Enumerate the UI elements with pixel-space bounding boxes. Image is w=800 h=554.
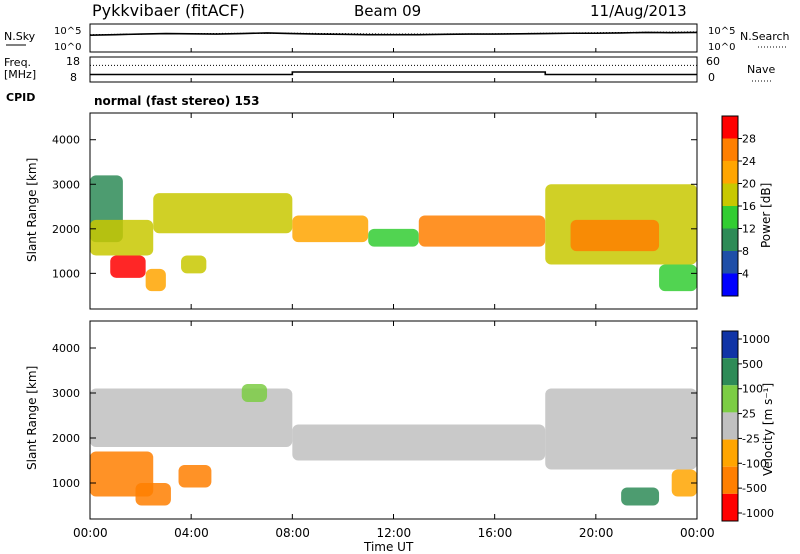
colorbar-tick-label: -25 [742,432,760,445]
colorbar-segment [722,466,738,494]
freq-right-label: Nave [747,63,775,76]
colorbar-tick-label: 12 [742,223,756,236]
heatmap-region [145,268,166,292]
power-colorbar-label: Power [dB] [759,183,773,248]
colorbar-segment [722,412,738,440]
heatmap-region [621,487,660,506]
range-tick-label: 3000 [52,178,80,191]
heatmap-region [135,483,171,506]
noise-ytick-left-bottom: 10^0 [54,42,81,53]
velocity-ylabel: Slant Range [km] [25,366,39,470]
station-title: Pykkvibaer (fitACF) [92,1,245,20]
colorbar-segment [722,439,738,467]
time-tick-label: 00:00 [680,526,715,540]
colorbar-frame [721,330,739,522]
heatmap-region [241,384,268,402]
time-tick-label: 20:00 [579,526,614,540]
colorbar-tick-label: 8 [742,245,749,258]
colorbar-segment [722,116,738,139]
range-tick-label: 2000 [52,223,80,236]
range-tick-label: 2000 [52,432,80,445]
colorbar-segment [722,358,738,386]
colorbar-segment [722,251,738,274]
velocity-colorbar-label: Velocity [m s⁻¹] [761,383,775,476]
heatmap-region [90,388,293,447]
range-tick-label: 1000 [52,477,80,490]
colorbar-tick-label: 25 [742,408,756,421]
freq-ytick-right-top: 60 [706,55,720,68]
mode-text: normal (fast stereo) 153 [94,94,260,108]
colorbar-segment [722,206,738,229]
colorbar-tick-label: 4 [742,268,749,281]
freq-ytick-right-bottom: 0 [708,71,715,84]
time-axis-label: Time UT [363,540,414,554]
heatmap-region [659,264,697,292]
heatmap-region [90,219,154,256]
heatmap-region [181,255,207,274]
colorbar-tick-label: 1000 [742,333,770,346]
time-tick-label: 00:00 [73,526,108,540]
range-tick-label: 3000 [52,387,80,400]
range-tick-label: 4000 [52,342,80,355]
heatmap-region [292,424,546,461]
range-tick-label: 4000 [52,134,80,147]
time-tick-label: 08:00 [275,526,310,540]
power-heatmap [90,175,697,292]
colorbar-segment [722,183,738,206]
colorbar-segment [722,331,738,359]
time-tick-label: 04:00 [174,526,209,540]
velocity-heatmap [90,384,697,506]
colorbar-tick-label: 20 [742,178,756,191]
colorbar-tick-label: -100 [742,457,767,470]
colorbar-segment [722,161,738,184]
colorbar-segment [722,493,738,521]
colorbar-tick-label: 500 [742,358,763,371]
time-tick-label: 12:00 [377,526,412,540]
heatmap-region [292,215,369,243]
colorbar-tick-label: 24 [742,155,756,168]
freq-left-label: Freq. [4,56,31,69]
colorbar-segment [722,138,738,161]
heatmap-region [570,219,660,252]
freq-ytick-left-bottom: 8 [70,71,77,84]
freq-ytick-left-top: 18 [66,55,80,68]
heatmap-region [153,193,293,234]
noise-sky-line [89,31,698,36]
noise-panel-frame [89,23,698,53]
heatmap-region [110,255,146,278]
colorbar-segment [722,273,738,296]
heatmap-region [368,228,419,247]
heatmap-region [178,465,212,488]
date-label: 11/Aug/2013 [590,2,687,20]
colorbar-tick-label: 100 [742,383,763,396]
noise-left-label: N.Sky [4,30,36,43]
heatmap-region [671,469,697,497]
colorbar-tick-label: 16 [742,200,756,213]
colorbar-segment [722,228,738,251]
colorbar-tick-label: -1000 [742,507,774,520]
noise-ytick-left-top: 10^5 [54,26,81,37]
heatmap-region [418,215,546,247]
colorbar-segment [722,385,738,413]
beam-label: Beam 09 [354,2,421,20]
noise-ytick-right-bottom: 10^0 [708,42,735,53]
range-tick-label: 1000 [52,267,80,280]
cpid-label: CPID [6,91,35,104]
frequency-line [90,71,697,76]
colorbar-tick-label: -500 [742,482,767,495]
noise-right-label: N.Search [740,30,790,43]
noise-ytick-right-top: 10^5 [708,26,735,37]
freq-left-unit: [MHz] [4,68,36,81]
power-ylabel: Slant Range [km] [25,158,39,262]
noise-search-line [89,31,698,36]
heatmap-region [545,388,697,470]
colorbar-tick-label: 28 [742,133,756,146]
time-tick-label: 16:00 [478,526,513,540]
